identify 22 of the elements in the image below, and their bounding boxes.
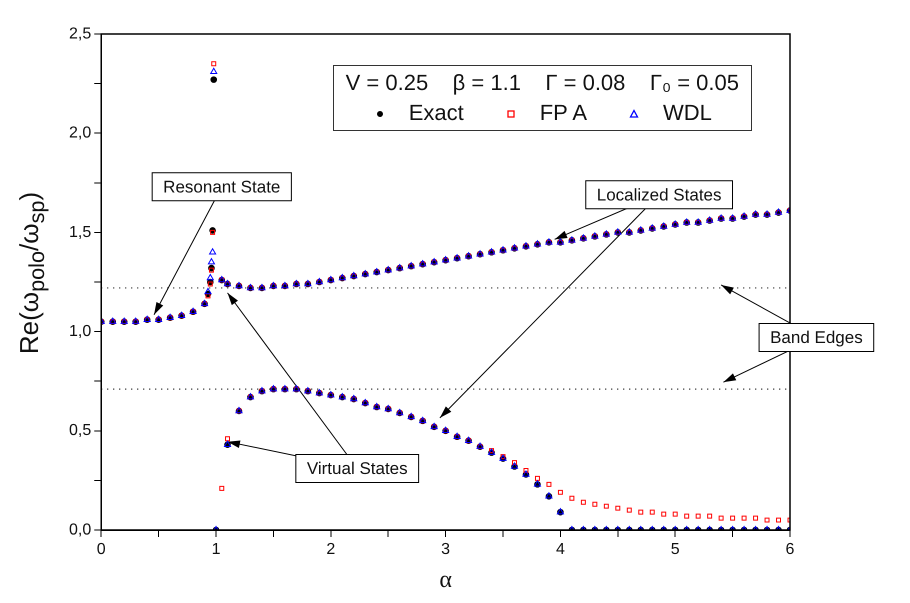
y-tick-label: 1,0: [68, 323, 92, 340]
x-tick-label: 2: [326, 541, 336, 558]
y-tick-label: 2,5: [68, 25, 92, 42]
legend-label: WDL: [663, 100, 712, 125]
x-tick-label: 5: [670, 541, 680, 558]
x-axis-title: α: [439, 566, 452, 593]
x-tick-label: 6: [786, 541, 795, 558]
y-tick-label: 1,5: [68, 224, 92, 241]
y-tick-label: 0,0: [68, 521, 92, 538]
x-tick-label: 4: [556, 541, 565, 558]
annotation: Resonant State: [163, 177, 280, 196]
legend-title: V = 0.25 β = 1.1 Γ = 0.08 Γ₀ = 0.05: [346, 70, 739, 96]
y-tick-label: 2,0: [68, 124, 92, 142]
annotation: Localized States: [596, 185, 722, 204]
x-tick-label: 0: [96, 541, 106, 558]
annotation: Band Edges: [770, 328, 863, 348]
annotation: Virtual States: [306, 459, 408, 478]
legend-label: FP A: [540, 100, 588, 125]
x-tick-label: 3: [441, 541, 450, 558]
x-tick-label: 1: [212, 541, 221, 558]
legend-label: Exact: [408, 100, 464, 125]
y-tick-label: 0,5: [68, 422, 92, 440]
